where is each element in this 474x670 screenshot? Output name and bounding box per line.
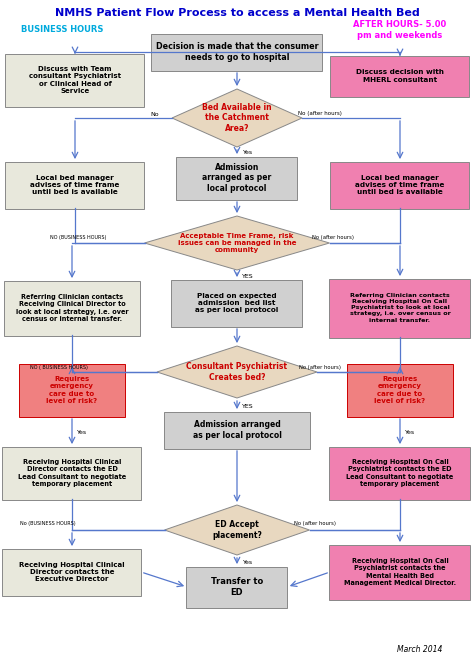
Text: Requires
emergency
care due to
level of risk?: Requires emergency care due to level of …	[46, 376, 98, 404]
Text: Decision is made that the consumer
needs to go to hospital: Decision is made that the consumer needs…	[155, 42, 319, 62]
Text: Receiving Hospital Clinical
Director contacts the ED
Lead Consultant to negotiat: Receiving Hospital Clinical Director con…	[18, 459, 126, 487]
Polygon shape	[145, 216, 329, 270]
Text: Receiving Hospital On Call
Psychiatrist contacts the
Mental Health Bed
Managemen: Receiving Hospital On Call Psychiatrist …	[344, 558, 456, 586]
Polygon shape	[164, 505, 310, 555]
Text: Bed Available in
the Catchment
Area?: Bed Available in the Catchment Area?	[202, 103, 272, 133]
FancyBboxPatch shape	[347, 364, 453, 417]
Text: AFTER HOURS- 5.00
pm and weekends: AFTER HOURS- 5.00 pm and weekends	[354, 20, 447, 40]
Text: Receiving Hospital Clinical
Director contacts the
Executive Director: Receiving Hospital Clinical Director con…	[19, 561, 125, 582]
Text: Admission arranged
as per local protocol: Admission arranged as per local protocol	[192, 420, 282, 440]
Text: YES: YES	[242, 403, 254, 409]
FancyBboxPatch shape	[176, 157, 298, 200]
Text: Referring Clinician contacts
Receiving Hospital On Call
Psychiatrist to look at : Referring Clinician contacts Receiving H…	[350, 293, 450, 322]
FancyBboxPatch shape	[329, 446, 471, 500]
FancyBboxPatch shape	[6, 161, 145, 208]
FancyBboxPatch shape	[152, 34, 322, 70]
Text: Discuss with Team
consultant Psychiatrist
or Clinical Head of
Service: Discuss with Team consultant Psychiatris…	[29, 66, 121, 94]
Text: No (after hours): No (after hours)	[298, 111, 342, 117]
Text: BUSINESS HOURS: BUSINESS HOURS	[21, 25, 103, 34]
Text: Consultant Psychiatrist
Creates bed?: Consultant Psychiatrist Creates bed?	[186, 362, 288, 382]
Text: Referring Clinician contacts
Receiving Clinical Director to
look at local strate: Referring Clinician contacts Receiving C…	[16, 294, 128, 322]
Text: Discuss decision with
MHERL consultant: Discuss decision with MHERL consultant	[356, 70, 444, 82]
FancyBboxPatch shape	[2, 549, 142, 596]
FancyBboxPatch shape	[6, 54, 145, 107]
Text: Admission
arranged as per
local protocol: Admission arranged as per local protocol	[202, 163, 272, 193]
FancyBboxPatch shape	[329, 279, 471, 338]
FancyBboxPatch shape	[19, 364, 125, 417]
Text: NMHS Patient Flow Process to access a Mental Health Bed: NMHS Patient Flow Process to access a Me…	[55, 8, 419, 18]
FancyBboxPatch shape	[2, 446, 142, 500]
Text: No (after hours): No (after hours)	[294, 521, 336, 527]
Polygon shape	[157, 346, 317, 398]
Text: Placed on expected
admission  bed list
as per local protocol: Placed on expected admission bed list as…	[195, 293, 279, 314]
Text: No (BUSINESS HOURS): No (BUSINESS HOURS)	[20, 521, 76, 527]
Text: No: No	[151, 111, 159, 117]
Text: YES: YES	[242, 273, 254, 279]
Text: Local bed manager
advises of time frame
until bed is available: Local bed manager advises of time frame …	[30, 175, 120, 195]
FancyBboxPatch shape	[186, 567, 288, 608]
Text: Yes: Yes	[243, 151, 253, 155]
Text: NO (BUSINESS HOURS): NO (BUSINESS HOURS)	[50, 234, 106, 239]
Text: Local bed manager
advises of time frame
until bed is available: Local bed manager advises of time frame …	[356, 175, 445, 195]
Text: Transfer to
ED: Transfer to ED	[211, 577, 263, 597]
Text: NO ( BUSINESS HOURS): NO ( BUSINESS HOURS)	[30, 364, 88, 369]
Text: Acceptable Time Frame, risk
issues can be managed in the
community: Acceptable Time Frame, risk issues can b…	[178, 233, 296, 253]
Text: No (after hours): No (after hours)	[312, 234, 354, 239]
FancyBboxPatch shape	[172, 279, 302, 326]
FancyBboxPatch shape	[330, 56, 470, 96]
FancyBboxPatch shape	[330, 161, 470, 208]
Text: Yes: Yes	[405, 429, 415, 435]
Text: Receiving Hospital On Call
Psychiatrist contacts the ED
Lead Consultant to negot: Receiving Hospital On Call Psychiatrist …	[346, 459, 454, 487]
FancyBboxPatch shape	[4, 281, 140, 336]
FancyBboxPatch shape	[329, 545, 471, 600]
Text: Requires
emergency
care due to
level of risk?: Requires emergency care due to level of …	[374, 376, 426, 404]
Text: ED Accept
placement?: ED Accept placement?	[212, 521, 262, 540]
FancyBboxPatch shape	[164, 411, 310, 448]
Text: No (after hours): No (after hours)	[299, 364, 341, 369]
Text: Yes: Yes	[77, 429, 87, 435]
Polygon shape	[172, 89, 302, 147]
Text: March 2014: March 2014	[397, 645, 443, 655]
Text: Yes: Yes	[243, 559, 253, 565]
